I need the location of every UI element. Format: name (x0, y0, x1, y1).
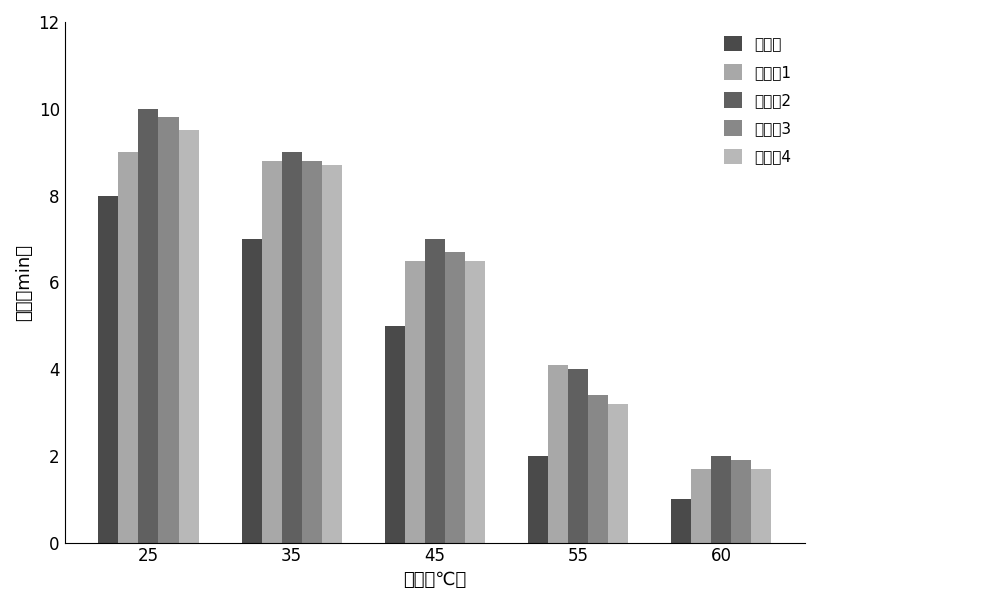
Bar (568, 369, 588, 542)
Bar (465, 260, 485, 542)
Bar (179, 130, 199, 542)
Bar (262, 161, 282, 542)
Bar (588, 395, 608, 542)
Bar (158, 117, 179, 542)
Y-axis label: 时间（min）: 时间（min） (15, 244, 33, 321)
Bar (282, 152, 302, 542)
Bar (138, 109, 158, 542)
Bar (608, 403, 628, 542)
Bar (425, 239, 445, 542)
X-axis label: 温度（℃）: 温度（℃） (403, 571, 466, 589)
Bar (302, 161, 322, 542)
Bar (671, 499, 691, 542)
Bar (322, 165, 342, 542)
Bar (242, 239, 262, 542)
Bar (548, 365, 568, 542)
Bar (731, 460, 751, 542)
Bar (691, 469, 711, 542)
Bar (98, 196, 118, 542)
Legend: 样品样, 参比样1, 参比样2, 参比样3, 参比样4: 样品样, 参比样1, 参比样2, 参比样3, 参比样4 (717, 30, 797, 171)
Bar (405, 260, 425, 542)
Bar (528, 456, 548, 542)
Bar (118, 152, 138, 542)
Bar (385, 326, 405, 542)
Bar (711, 456, 731, 542)
Bar (751, 469, 771, 542)
Bar (445, 252, 465, 542)
